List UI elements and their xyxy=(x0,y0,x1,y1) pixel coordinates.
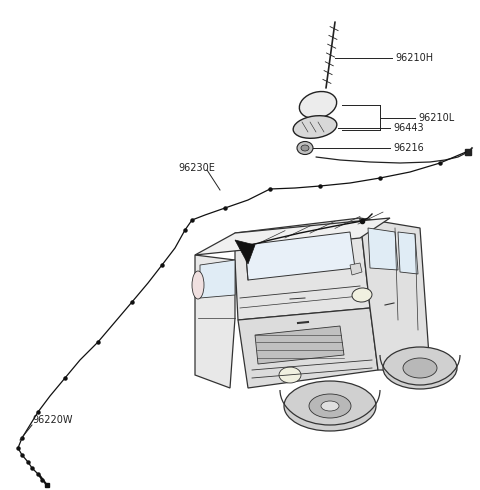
Polygon shape xyxy=(200,260,235,298)
Text: 96216: 96216 xyxy=(393,143,424,153)
Polygon shape xyxy=(245,232,355,280)
Ellipse shape xyxy=(403,358,437,378)
Polygon shape xyxy=(195,255,235,388)
Ellipse shape xyxy=(284,381,376,431)
Polygon shape xyxy=(235,240,255,264)
Polygon shape xyxy=(255,326,344,364)
Ellipse shape xyxy=(352,288,372,302)
Ellipse shape xyxy=(300,92,336,119)
Ellipse shape xyxy=(192,271,204,299)
Text: 96210H: 96210H xyxy=(395,53,433,63)
Ellipse shape xyxy=(321,401,339,411)
Polygon shape xyxy=(398,232,418,274)
Polygon shape xyxy=(360,218,430,370)
Polygon shape xyxy=(238,308,378,388)
Ellipse shape xyxy=(293,116,337,138)
Text: 96210L: 96210L xyxy=(418,113,454,123)
Text: 96220W: 96220W xyxy=(32,415,72,425)
Ellipse shape xyxy=(309,394,351,418)
Polygon shape xyxy=(350,263,362,275)
Polygon shape xyxy=(235,218,370,320)
Polygon shape xyxy=(368,228,398,270)
Ellipse shape xyxy=(279,367,301,383)
Text: 96230E: 96230E xyxy=(178,163,215,173)
Ellipse shape xyxy=(383,347,457,389)
Ellipse shape xyxy=(301,145,309,151)
Text: 96443: 96443 xyxy=(393,123,424,133)
Polygon shape xyxy=(195,218,390,255)
Ellipse shape xyxy=(297,142,313,154)
